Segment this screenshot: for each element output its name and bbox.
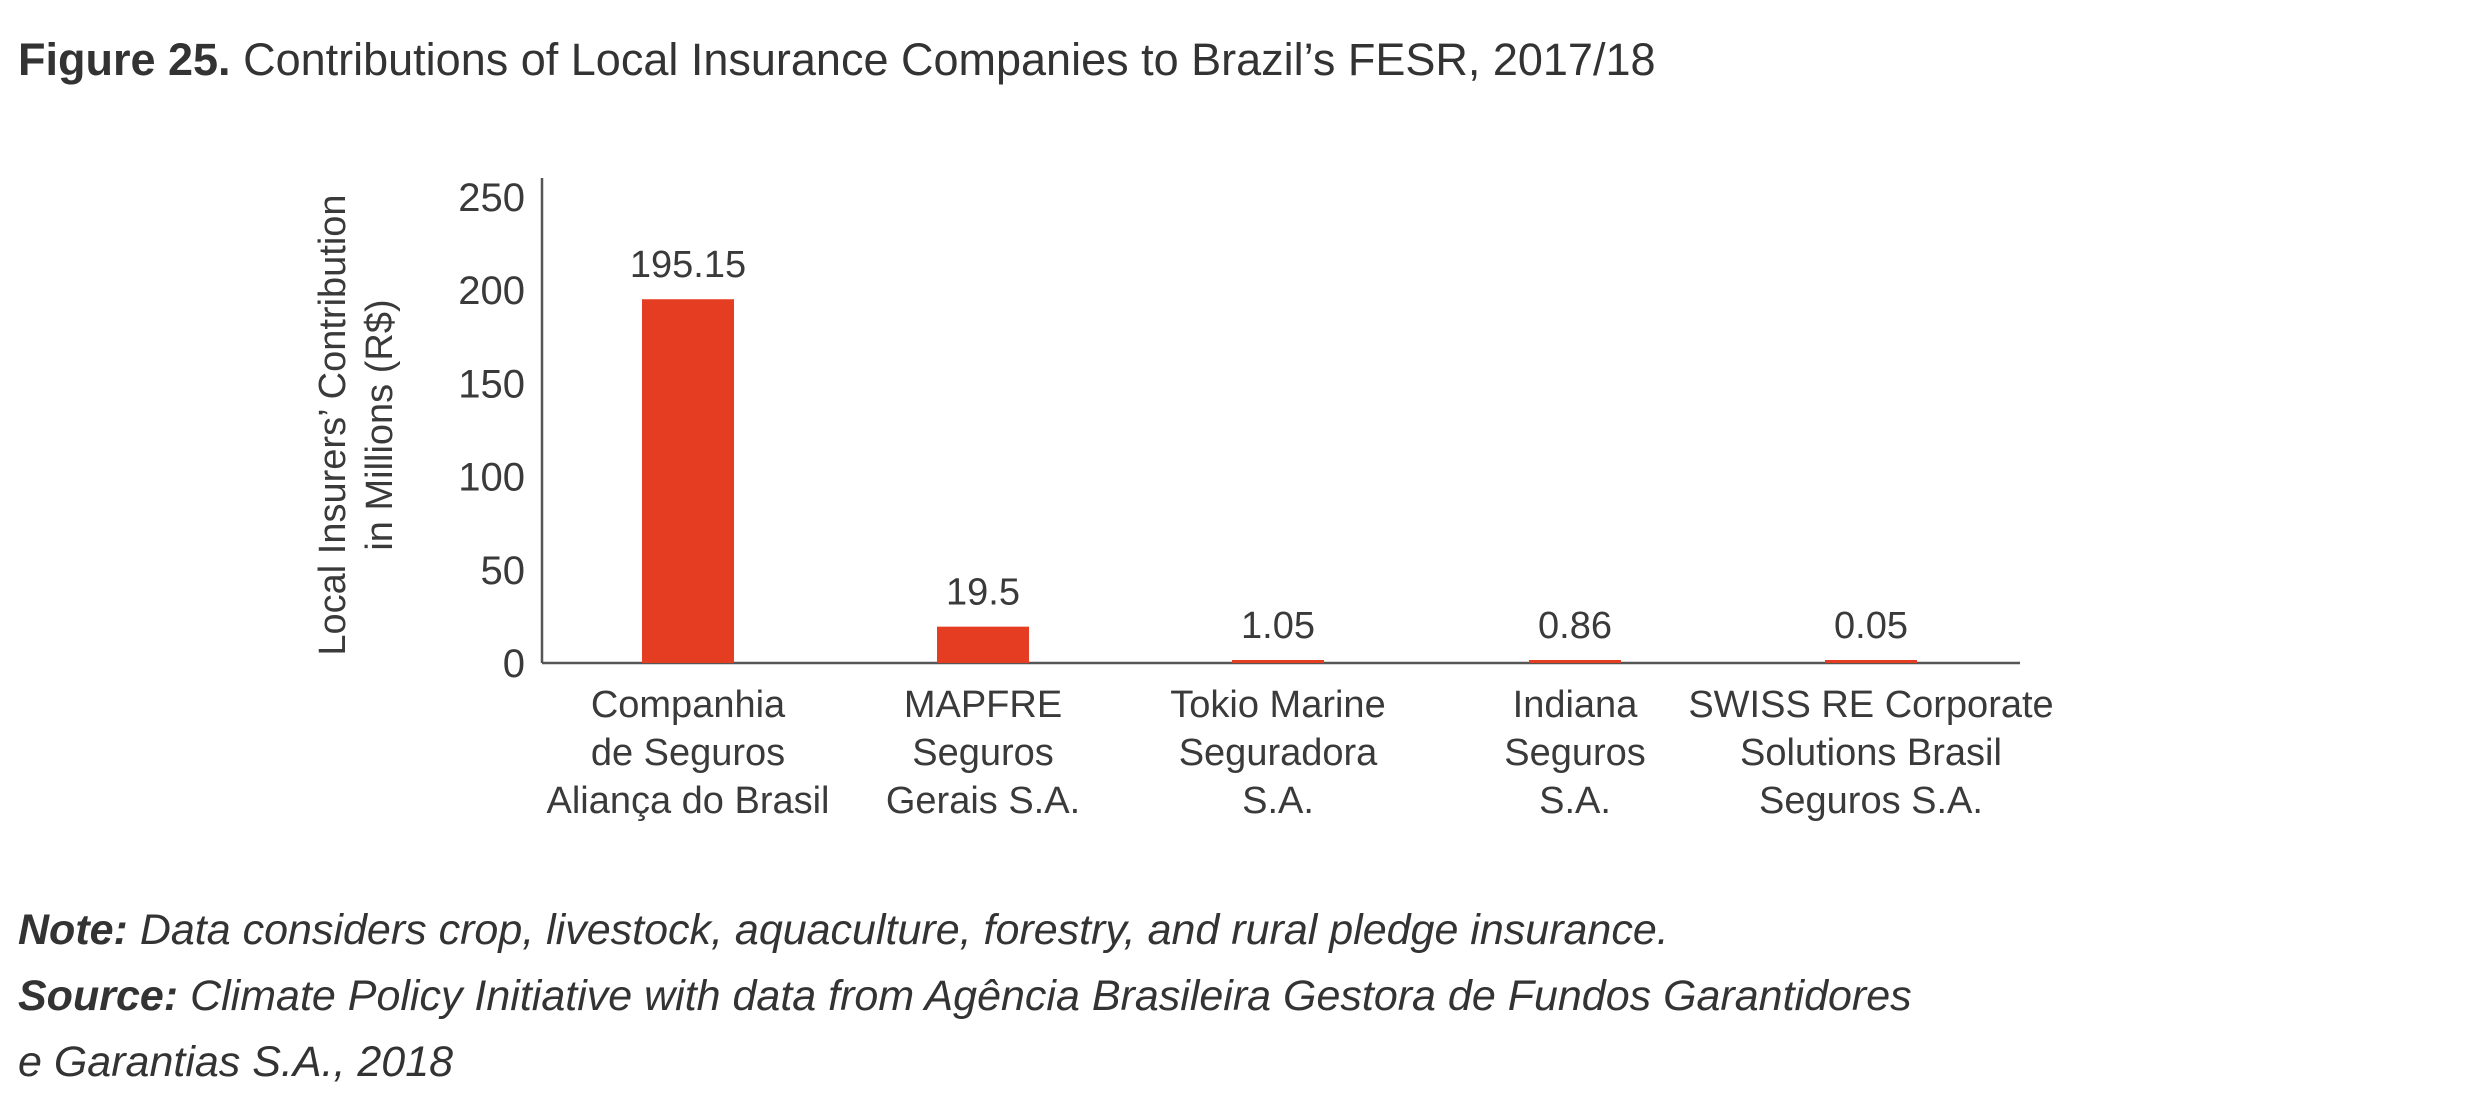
source-text-line1: Climate Policy Initiative with data from… bbox=[190, 972, 1912, 1020]
x-tick-label: Seguradora bbox=[1179, 732, 1378, 774]
x-tick-label: Tokio Marine bbox=[1170, 684, 1385, 726]
source-line: Source: Climate Policy Initiative with d… bbox=[18, 963, 2458, 1029]
bar bbox=[1825, 660, 1917, 663]
data-label: 195.15 bbox=[630, 244, 746, 286]
x-tick-label: de Seguros bbox=[591, 732, 785, 774]
figure-title: Figure 25. Contributions of Local Insura… bbox=[18, 30, 1656, 90]
figure-number: Figure 25. bbox=[18, 34, 231, 85]
data-label: 19.5 bbox=[946, 572, 1020, 614]
note-label: Note: bbox=[18, 906, 128, 954]
bar bbox=[642, 299, 734, 663]
bar-chart: 0 50 100 150 200 250 Local Insurers’ Contribut… bbox=[312, 176, 2054, 822]
source-label: Source: bbox=[18, 972, 179, 1020]
y-tick-label: 200 bbox=[458, 269, 525, 313]
x-tick-label: S.A. bbox=[1539, 780, 1611, 822]
x-tick-label: Seguros bbox=[912, 732, 1054, 774]
bar bbox=[1232, 660, 1324, 663]
x-tick-label: Solutions Brasil bbox=[1740, 732, 2002, 774]
figure-notes: Note: Data considers crop, livestock, aq… bbox=[18, 897, 2458, 1095]
x-tick-label: S.A. bbox=[1242, 780, 1314, 822]
x-tick-label: Indiana bbox=[1513, 684, 1639, 726]
y-axis-label: Local Insurers’ Contribution bbox=[312, 194, 354, 655]
source-text-line2: e Garantias S.A., 2018 bbox=[18, 1038, 454, 1086]
figure-title-text: Contributions of Local Insurance Compani… bbox=[243, 34, 1656, 85]
x-tick-label: SWISS RE Corporate bbox=[1688, 684, 2053, 726]
bar bbox=[1529, 660, 1621, 663]
y-tick-label: 0 bbox=[503, 642, 525, 686]
y-axis-label: in Millions (R$) bbox=[359, 299, 401, 550]
x-tick-label: Aliança do Brasil bbox=[546, 780, 829, 822]
y-tick-label: 150 bbox=[458, 362, 525, 406]
data-label: 1.05 bbox=[1241, 605, 1315, 647]
y-tick-label: 50 bbox=[481, 549, 526, 593]
bar bbox=[937, 626, 1029, 663]
x-tick-label: Seguros bbox=[1504, 732, 1646, 774]
note-line: Note: Data considers crop, livestock, aq… bbox=[18, 897, 2458, 963]
source-line-2: e Garantias S.A., 2018 bbox=[18, 1029, 2458, 1095]
note-text: Data considers crop, livestock, aquacult… bbox=[139, 906, 1669, 954]
y-tick-label: 250 bbox=[458, 176, 525, 220]
x-tick-label: Gerais S.A. bbox=[886, 780, 1080, 822]
y-tick-label: 100 bbox=[458, 456, 525, 500]
x-tick-label: Companhia bbox=[591, 684, 786, 726]
x-tick-label: MAPFRE bbox=[904, 684, 1062, 726]
data-label: 0.86 bbox=[1538, 605, 1612, 647]
x-tick-label: Seguros S.A. bbox=[1759, 780, 1983, 822]
data-label: 0.05 bbox=[1834, 605, 1908, 647]
